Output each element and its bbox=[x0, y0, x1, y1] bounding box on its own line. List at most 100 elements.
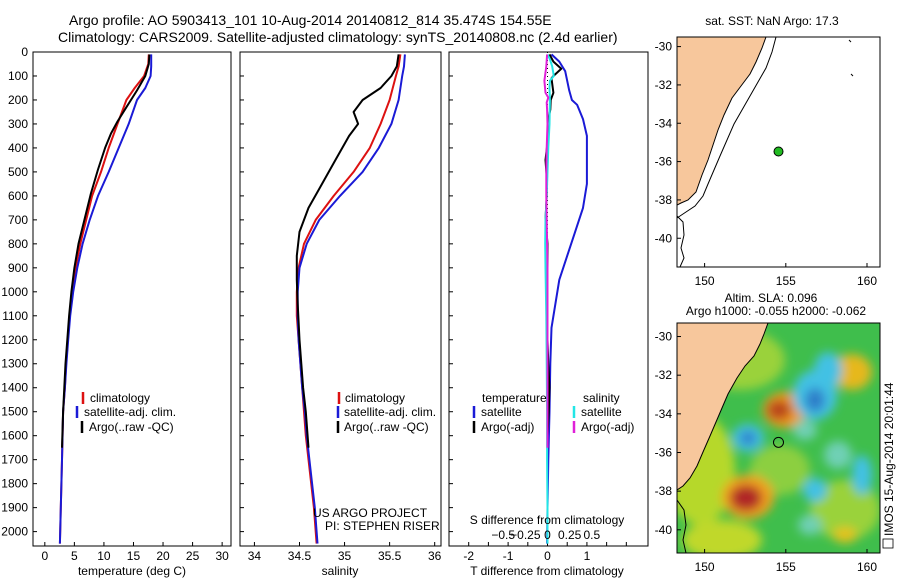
argo-float-marker bbox=[773, 146, 784, 157]
lat-tick-label: -40 bbox=[655, 231, 673, 245]
legend-label-satellite: satellite-adj. clim. bbox=[84, 405, 176, 419]
lat-tick-label: -34 bbox=[655, 407, 673, 421]
depth-axis: 0 100 200 300 400 500 600 700 800 900 1000 1100 1200… bbox=[1, 45, 37, 539]
depth-tick-label: 300 bbox=[8, 117, 28, 131]
legend-label-climatology: climatology bbox=[345, 391, 405, 405]
sla-map-title-line1: Altim. SLA: 0.096 bbox=[725, 291, 818, 305]
temperature-axes-frame bbox=[32, 51, 232, 547]
lat-tick-label: -38 bbox=[655, 484, 673, 498]
depth-tick-label: 800 bbox=[8, 237, 28, 251]
lat-tick-label: -30 bbox=[655, 40, 673, 54]
depth-tick-label: 100 bbox=[8, 69, 28, 83]
difference-lines bbox=[543, 53, 588, 544]
x-tick-label: 0 bbox=[544, 549, 551, 563]
lon-tick-label: 150 bbox=[695, 560, 715, 574]
legend-label-climatology: climatology bbox=[90, 391, 150, 405]
legend-label-argo: Argo(..raw -QC) bbox=[344, 420, 429, 434]
x-tick-label: 35 bbox=[338, 549, 352, 563]
lon-tick-label: 155 bbox=[776, 560, 796, 574]
s-diff-tick-label: 0.25 bbox=[558, 528, 582, 542]
sst-map-frame bbox=[676, 36, 881, 268]
lat-tick-label: -34 bbox=[655, 116, 673, 130]
depth-tick-label: 400 bbox=[8, 141, 28, 155]
x-tick-label: 34.5 bbox=[288, 549, 312, 563]
depth-tick-label: 1000 bbox=[1, 285, 28, 299]
series-line-salinity-argo-adj- bbox=[543, 54, 550, 448]
legend-label-satellite: satellite-adj. clim. bbox=[344, 405, 436, 419]
depth-tick-label: 900 bbox=[8, 261, 28, 275]
lat-tick-label: -32 bbox=[655, 368, 673, 382]
temperature-axis-label: temperature (deg C) bbox=[78, 564, 186, 578]
legend-label-t-argo: Argo(-adj) bbox=[481, 420, 534, 434]
salinity-panel: 34 34.5 35 35.5 36 salinity climatology sate… bbox=[239, 51, 442, 578]
legend-label-argo: Argo(..raw -QC) bbox=[89, 420, 174, 434]
depth-tick-label: 1600 bbox=[1, 429, 28, 443]
salinity-lines bbox=[295, 54, 406, 544]
depth-tick-label: 2000 bbox=[1, 525, 28, 539]
sst-map-title: sat. SST: NaN Argo: 17.3 bbox=[705, 14, 839, 28]
x-tick-label: 36 bbox=[428, 549, 442, 563]
sla-map-axes: 150 155 160 -30 -32 -34 -36 -38 -40 bbox=[655, 330, 878, 574]
figure-title-line2: Climatology: CARS2009. Satellite-adjuste… bbox=[58, 29, 618, 45]
x-tick-label: 5 bbox=[71, 549, 78, 563]
difference-legend: temperature satellite Argo(-adj) salinit… bbox=[472, 391, 634, 434]
salinity-axis-label: salinity bbox=[322, 564, 359, 578]
depth-tick-label: 1100 bbox=[2, 309, 28, 323]
temperature-x-axis: 0 5 10 15 20 25 30 bbox=[41, 542, 229, 563]
s-difference-tick-labels: −0.5−0.25 0 0.25 0.5 bbox=[491, 528, 600, 542]
legend-title-temperature: temperature bbox=[482, 391, 547, 405]
sla-map-tasmania-coast bbox=[677, 499, 687, 553]
salinity-axes-frame bbox=[239, 51, 442, 547]
lat-tick-label: -32 bbox=[655, 78, 673, 92]
legend-label-s-satellite: satellite bbox=[581, 405, 622, 419]
depth-tick-label: 1800 bbox=[1, 477, 28, 491]
depth-tick-label: 600 bbox=[8, 189, 28, 203]
pi-label: PI: STEPHEN RISER bbox=[325, 519, 440, 533]
figure-title-line1: Argo profile: AO 5903413_101 10-Aug-2014… bbox=[69, 12, 552, 28]
sla-map-panel: Altim. SLA: 0.096 Argo h1000: -0.055 h20… bbox=[655, 291, 896, 574]
imos-logo-icon bbox=[882, 538, 894, 549]
x-tick-label: -1 bbox=[503, 549, 514, 563]
depth-tick-label: 1700 bbox=[1, 453, 28, 467]
sst-map-tasmania-coast bbox=[677, 215, 685, 267]
depth-tick-label: 1500 bbox=[1, 405, 28, 419]
x-tick-label: 25 bbox=[186, 549, 200, 563]
legend-label-s-argo: Argo(-adj) bbox=[581, 420, 634, 434]
difference-x-axis: -2 -1 0 1 bbox=[463, 542, 627, 563]
x-tick-label: 34 bbox=[248, 549, 262, 563]
sst-map-coastline bbox=[677, 37, 767, 206]
x-tick-label: 35.5 bbox=[378, 549, 402, 563]
lon-tick-label: 150 bbox=[695, 274, 715, 288]
x-tick-label: 15 bbox=[127, 549, 141, 563]
difference-left-ticks bbox=[449, 51, 453, 533]
depth-tick-label: 200 bbox=[8, 93, 28, 107]
sst-map-isobath bbox=[677, 37, 777, 219]
lon-tick-label: 160 bbox=[857, 274, 877, 288]
lat-tick-label: -30 bbox=[655, 330, 673, 344]
sla-map-coastline bbox=[677, 323, 769, 491]
depth-tick-label: 0 bbox=[21, 45, 28, 59]
depth-tick-label: 1200 bbox=[1, 333, 28, 347]
difference-panel: -2 -1 0 1 T difference from climatology S d… bbox=[448, 51, 649, 578]
s-diff-tick-label: −0.5 bbox=[491, 528, 515, 542]
depth-tick-label: 1400 bbox=[1, 381, 28, 395]
t-difference-axis-label: T difference from climatology bbox=[470, 564, 624, 578]
s-diff-tick-label: 0 bbox=[544, 528, 551, 542]
depth-tick-label: 1900 bbox=[1, 501, 28, 515]
imos-date-label: IMOS 15-Aug-2014 20:01:44 bbox=[882, 382, 896, 536]
sst-map-island bbox=[850, 73, 854, 77]
x-tick-label: 1 bbox=[584, 549, 591, 563]
legend-label-t-satellite: satellite bbox=[481, 405, 522, 419]
salinity-left-ticks bbox=[240, 51, 244, 533]
s-diff-tick-label: −0.25 bbox=[510, 528, 541, 542]
legend-title-salinity: salinity bbox=[583, 391, 620, 405]
depth-tick-label: 500 bbox=[8, 165, 28, 179]
x-tick-label: 10 bbox=[97, 549, 111, 563]
salinity-legend: climatology satellite-adj. clim. Argo(..… bbox=[336, 391, 436, 434]
lat-tick-label: -36 bbox=[655, 155, 673, 169]
series-line-argo-raw-qc- bbox=[295, 54, 400, 448]
imos-date-stamp: IMOS 15-Aug-2014 20:01:44 bbox=[882, 382, 896, 549]
salinity-x-axis: 34 34.5 35 35.5 36 bbox=[248, 542, 442, 563]
project-label: US ARGO PROJECT bbox=[313, 506, 428, 520]
x-tick-label: -2 bbox=[463, 549, 474, 563]
